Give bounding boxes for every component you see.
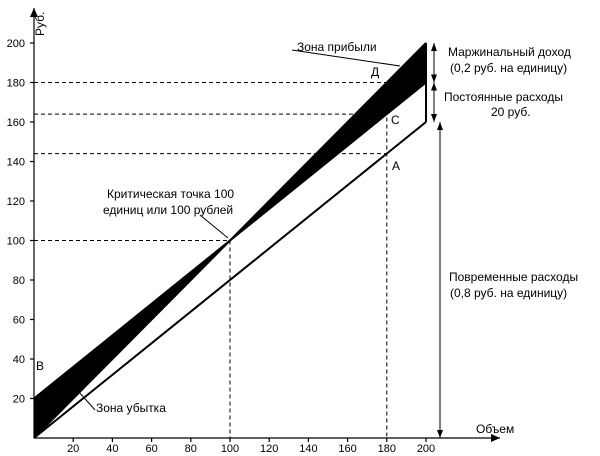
variable-costs-label-line2: (0,8 руб. на единицу) bbox=[450, 286, 567, 300]
fixed-costs-arrow-head-bottom bbox=[431, 114, 437, 122]
x-tick-label-4: 100 bbox=[221, 443, 239, 455]
x-axis-arrowhead bbox=[491, 434, 500, 442]
marginal-income-arrow-head-top bbox=[431, 43, 437, 51]
point-label-a: A bbox=[392, 159, 400, 173]
point-label-c: C bbox=[391, 113, 400, 127]
y-axis-label: Руб. bbox=[33, 12, 47, 36]
x-tick-label-7: 160 bbox=[338, 443, 356, 455]
x-tick-label-5: 120 bbox=[260, 443, 278, 455]
break-even-label-line1: Критическая точка 100 bbox=[107, 187, 234, 201]
y-tick-label-1: 40 bbox=[13, 354, 25, 366]
y-axis-arrowhead bbox=[30, 8, 38, 17]
variable-cost-line bbox=[33, 121, 427, 439]
loss-zone-label: Зона убытка bbox=[96, 401, 166, 415]
y-tick-label-2: 60 bbox=[13, 315, 25, 327]
fixed-costs-label-line2: 20 руб. bbox=[491, 105, 531, 119]
x-tick-label-0: 20 bbox=[67, 443, 79, 455]
fixed-costs-arrow-head-top bbox=[431, 82, 437, 91]
x-tick-label-8: 180 bbox=[378, 443, 396, 455]
break-even-label-line2: единиц или 100 рублей bbox=[103, 203, 233, 217]
variable-costs-arrow-head-bottom bbox=[437, 430, 443, 438]
y-tick-label-7: 160 bbox=[7, 117, 25, 129]
marginal-income-label-line1: Маржинальный доход bbox=[448, 45, 571, 59]
x-tick-label-6: 140 bbox=[299, 443, 317, 455]
y-tick-label-6: 140 bbox=[7, 157, 25, 169]
marginal-income-arrow-head-bottom bbox=[431, 74, 437, 83]
y-tick-label-9: 200 bbox=[7, 38, 25, 50]
x-tick-label-3: 80 bbox=[185, 443, 197, 455]
profit-zone-label: Зона прибыли bbox=[297, 40, 377, 54]
variable-costs-arrow-head-top bbox=[437, 122, 443, 130]
fixed-costs-label-line1: Постоянные расходы bbox=[444, 90, 563, 104]
loss-zone-leader bbox=[69, 381, 96, 411]
variable-costs-label-line1: Повременные расходы bbox=[449, 270, 578, 284]
x-tick-label-2: 60 bbox=[145, 443, 157, 455]
profit-zone-leader bbox=[291, 49, 401, 67]
x-tick-label-9: 200 bbox=[417, 443, 435, 455]
y-tick-label-0: 20 bbox=[13, 394, 25, 406]
point-label-d: Д bbox=[371, 65, 379, 79]
marginal-income-label-line2: (0,2 руб. на единицу) bbox=[450, 61, 567, 75]
y-tick-label-8: 180 bbox=[7, 78, 25, 90]
x-tick-label-1: 40 bbox=[106, 443, 118, 455]
y-tick-label-4: 100 bbox=[7, 236, 25, 248]
break-even-leader bbox=[199, 214, 229, 239]
point-label-b: B bbox=[36, 359, 44, 373]
total-cost-line bbox=[33, 81, 427, 400]
y-tick-label-5: 120 bbox=[7, 196, 25, 208]
x-axis-label: Объем bbox=[476, 422, 514, 436]
y-tick-label-3: 80 bbox=[13, 275, 25, 287]
